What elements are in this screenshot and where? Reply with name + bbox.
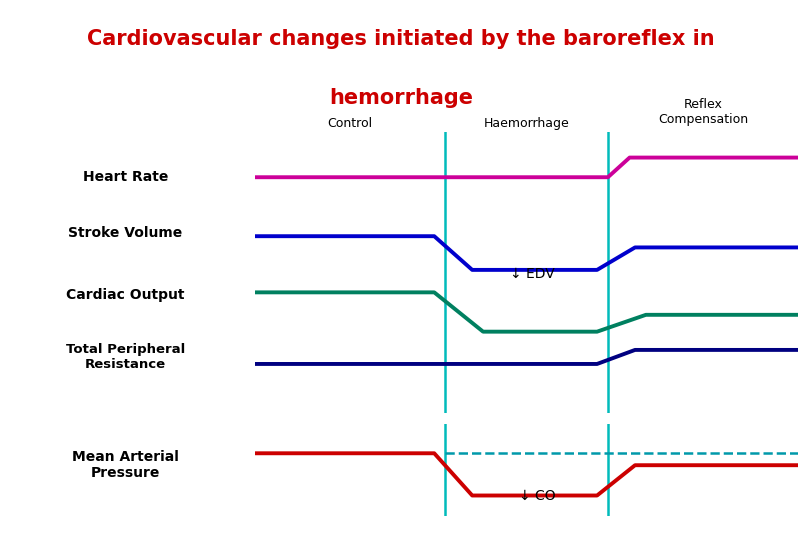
Text: ↓ CO: ↓ CO — [519, 489, 556, 503]
Text: Haemorrhage: Haemorrhage — [484, 117, 569, 130]
Text: Total Peripheral
Resistance: Total Peripheral Resistance — [66, 343, 185, 371]
Text: ↓ EDV: ↓ EDV — [509, 267, 554, 281]
Text: Heart Rate: Heart Rate — [83, 170, 168, 184]
Text: Mean Arterial
Pressure: Mean Arterial Pressure — [72, 450, 179, 480]
Text: Control: Control — [327, 117, 373, 130]
Text: Cardiac Output: Cardiac Output — [66, 288, 185, 302]
Text: Stroke Volume: Stroke Volume — [68, 226, 183, 240]
Text: Cardiovascular changes initiated by the baroreflex in: Cardiovascular changes initiated by the … — [87, 29, 714, 49]
Text: hemorrhage: hemorrhage — [329, 88, 473, 108]
Text: Reflex
Compensation: Reflex Compensation — [658, 98, 748, 126]
